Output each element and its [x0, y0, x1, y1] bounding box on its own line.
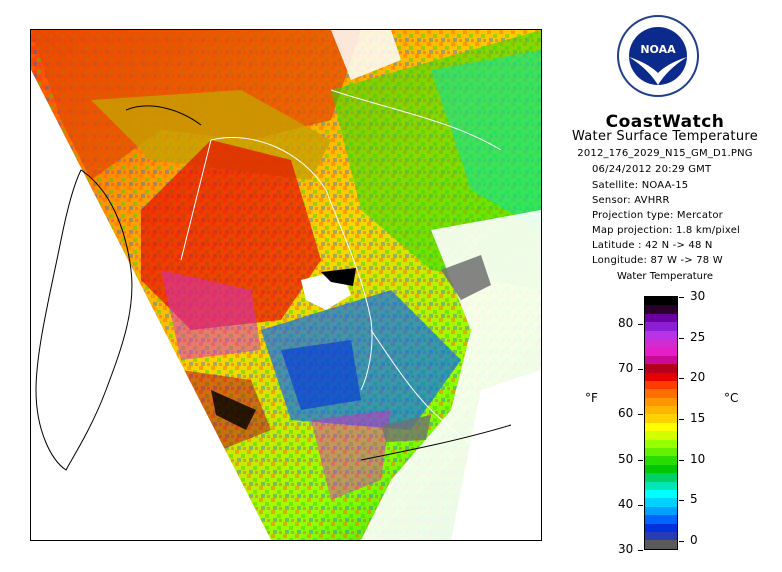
international-border: [330, 89, 502, 471]
unit-fahrenheit: °F: [585, 391, 598, 405]
color-bar-segment: [645, 389, 677, 398]
brand-title: CoastWatch: [605, 112, 725, 132]
color-scale-bar: [644, 296, 678, 550]
color-bar-segment: [645, 498, 677, 507]
celsius-tick-mark: [679, 540, 684, 542]
celsius-tick-label: 0: [690, 532, 698, 547]
color-bar-segment: [645, 523, 677, 532]
fahrenheit-tick-label: 50: [618, 451, 634, 466]
color-bar-segment: [645, 372, 677, 381]
fahrenheit-tick-mark: [638, 324, 643, 326]
color-bar-segment: [645, 506, 677, 516]
color-bar-segment: [645, 473, 677, 482]
color-bar-segment: [645, 330, 677, 339]
celsius-tick-label: 25: [690, 329, 706, 344]
celsius-tick-label: 15: [690, 410, 706, 425]
fahrenheit-tick-mark: [638, 459, 643, 461]
color-bar-segment: [645, 355, 677, 365]
sensor: Sensor: AVHRR: [592, 195, 670, 206]
projection-type: Projection type: Mercator: [592, 210, 723, 221]
fahrenheit-tick-mark: [638, 549, 643, 551]
fahrenheit-tick-label: 40: [618, 496, 634, 511]
color-bar-segment: [645, 313, 677, 323]
lake-huron-coast: [180, 136, 373, 391]
color-bar-segment: [645, 540, 677, 549]
product-title: Water Surface Temperature: [571, 129, 759, 144]
unit-celsius: °C: [724, 391, 739, 405]
color-bar-segment: [645, 422, 677, 432]
color-bar-segment: [645, 364, 677, 373]
color-bar-segment: [645, 439, 677, 449]
fahrenheit-tick-mark: [638, 504, 643, 506]
color-bar-segment: [645, 448, 677, 457]
celsius-tick-mark: [679, 337, 684, 339]
water-temperature-map: [31, 30, 541, 540]
lake-erie-coast: [360, 424, 512, 461]
color-bar-segment: [645, 297, 677, 306]
noaa-logo-icon: NOAA: [617, 15, 699, 97]
celsius-tick-mark: [679, 418, 684, 420]
longitude: Longitude: 87 W -> 78 W: [592, 255, 723, 266]
celsius-tick-label: 5: [690, 492, 698, 507]
filename: 2012_176_2029_N15_GM_D1.PNG: [577, 148, 753, 159]
color-bar-segment: [645, 414, 677, 423]
fahrenheit-tick-label: 30: [618, 541, 634, 556]
color-bar-segment: [645, 322, 677, 331]
celsius-tick-label: 30: [690, 289, 706, 303]
color-bar-segment: [645, 380, 677, 390]
fahrenheit-tick-mark: [638, 369, 643, 371]
fahrenheit-tick-label: 70: [618, 361, 634, 376]
datetime: 06/24/2012 20:29 GMT: [592, 164, 712, 175]
map-projection: Map projection: 1.8 km/pixel: [592, 225, 741, 236]
no-data-west: [31, 70, 271, 540]
logo-text: NOAA: [640, 43, 676, 56]
lake-michigan-coast: [35, 169, 133, 471]
map-panel[interactable]: [30, 29, 542, 541]
celsius-tick-mark: [679, 297, 684, 298]
color-bar-segment: [645, 464, 677, 474]
fahrenheit-tick-label: 80: [618, 316, 634, 331]
color-bar-segment: [645, 481, 677, 490]
satellite: Satellite: NOAA-15: [592, 180, 689, 191]
color-bar-segment: [645, 515, 677, 524]
color-bar-segment: [645, 431, 677, 440]
color-bar-segment: [645, 347, 677, 356]
color-bar-segment: [645, 397, 677, 407]
celsius-tick-mark: [679, 500, 684, 502]
celsius-tick-mark: [679, 459, 684, 461]
color-bar-segment: [645, 456, 677, 465]
celsius-tick-mark: [679, 378, 684, 380]
fahrenheit-tick-mark: [638, 414, 643, 416]
color-bar-segment: [645, 338, 677, 348]
color-bar-segment: [645, 305, 677, 314]
fahrenheit-tick-label: 60: [618, 406, 634, 421]
color-bar-segment: [645, 531, 677, 541]
legend-title: Water Temperature: [616, 271, 714, 282]
celsius-tick-label: 20: [690, 370, 706, 385]
latitude: Latitude : 42 N -> 48 N: [592, 240, 713, 251]
celsius-tick-label: 10: [690, 451, 706, 466]
cloud-patch: [441, 255, 491, 300]
color-bar-segment: [645, 406, 677, 415]
color-bar-segment: [645, 489, 677, 499]
